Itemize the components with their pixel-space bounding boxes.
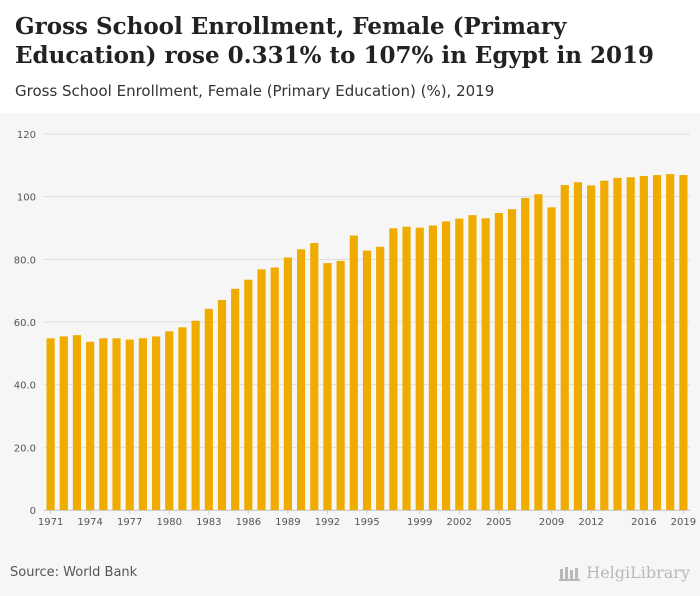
bar	[165, 331, 174, 510]
x-tick-label: 2002	[447, 517, 472, 528]
bar	[573, 182, 583, 510]
bar	[349, 235, 358, 510]
bar	[231, 288, 240, 510]
chart-area: 0 20.0 40.0 60.0 80.0 100 120 1971 1974 1977 1980 1…	[0, 113, 700, 543]
footer: Source: World Bank HelgiLibrary	[0, 543, 700, 596]
y-tick-label: 100	[17, 193, 36, 204]
bar	[46, 338, 55, 510]
bar	[217, 300, 227, 510]
x-tick-label: 2012	[578, 517, 603, 528]
y-tick-label: 20.0	[14, 443, 36, 454]
x-tick-label: 1977	[117, 517, 142, 528]
bar	[362, 250, 372, 510]
brand-name: HelgiLibrary	[586, 563, 690, 582]
bar	[270, 267, 279, 510]
bar	[138, 338, 147, 510]
bar	[204, 308, 213, 510]
y-tick-label: 60.0	[14, 318, 36, 329]
x-tick-label: 1989	[275, 517, 300, 528]
x-tick-label: 2005	[486, 517, 511, 528]
bar	[323, 263, 332, 510]
bar	[652, 175, 662, 510]
source-label: Source: World Bank	[10, 565, 138, 580]
bar	[481, 218, 490, 510]
bar	[639, 175, 648, 510]
bar	[468, 215, 477, 511]
x-tick-label: 1986	[236, 517, 261, 528]
bar	[534, 194, 543, 510]
bar	[112, 338, 121, 510]
bar	[442, 221, 451, 511]
x-tick-label: 2016	[631, 517, 656, 528]
bar	[178, 327, 187, 510]
bar	[125, 339, 134, 510]
y-tick-label: 40.0	[14, 381, 36, 392]
bar	[191, 320, 200, 510]
bar	[428, 225, 438, 510]
bar	[494, 212, 503, 510]
bar	[72, 335, 82, 510]
x-tick-label: 1983	[196, 517, 221, 528]
bar	[310, 243, 319, 511]
bar	[547, 207, 556, 510]
bar	[415, 227, 424, 510]
bar	[59, 336, 68, 510]
bar	[151, 336, 161, 510]
x-tick-label: 1999	[407, 517, 432, 528]
bar	[507, 209, 517, 510]
x-tick-label: 1980	[157, 517, 182, 528]
bar	[336, 260, 345, 510]
bar	[257, 269, 266, 510]
bar	[679, 175, 688, 510]
brand-logo: HelgiLibrary	[559, 563, 690, 582]
bar	[86, 341, 95, 510]
bar	[666, 174, 675, 510]
bar	[99, 338, 108, 510]
bar	[587, 185, 596, 510]
y-tick-label: 0	[30, 506, 36, 517]
x-tick-label: 1992	[315, 517, 340, 528]
y-tick-label: 120	[17, 130, 36, 141]
bar	[455, 218, 464, 510]
x-tick-label: 2009	[539, 517, 564, 528]
bar	[402, 226, 411, 510]
bar	[296, 249, 306, 510]
bar	[613, 177, 622, 510]
chart-subtitle: Gross School Enrollment, Female (Primary…	[15, 82, 495, 100]
page-title: Gross School Enrollment, Female (Primary…	[15, 13, 654, 69]
bar	[521, 197, 530, 511]
x-tick-label: 2019	[671, 517, 696, 528]
x-tick-label: 1971	[38, 517, 63, 528]
x-tick-label: 1974	[77, 517, 102, 528]
bar	[376, 246, 385, 511]
bar	[389, 228, 398, 510]
x-tick-label: 1995	[354, 517, 379, 528]
bar	[560, 185, 569, 510]
bar	[600, 180, 609, 510]
library-icon	[559, 565, 581, 581]
bar	[283, 257, 292, 510]
bar	[244, 279, 253, 510]
header: Gross School Enrollment, Female (Primary…	[0, 0, 700, 110]
y-tick-label: 80.0	[14, 255, 36, 266]
bar-chart: 0 20.0 40.0 60.0 80.0 100 120 1971 1974 1977 1980 1…	[14, 130, 696, 528]
bar	[626, 177, 635, 510]
